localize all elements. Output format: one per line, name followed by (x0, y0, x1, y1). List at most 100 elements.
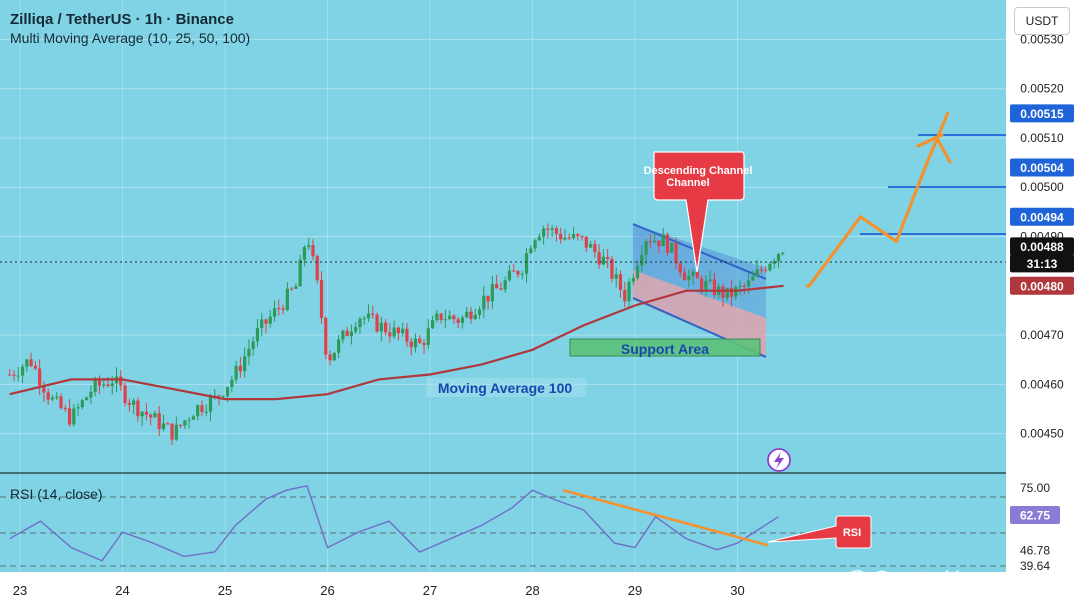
candle-body (460, 317, 465, 323)
chart-header: Zilliqa / TetherUS · 1h · Binance Multi … (10, 10, 250, 48)
candle-body (345, 330, 349, 337)
candle-body (657, 240, 661, 247)
candle-body (512, 270, 516, 272)
candle-body (8, 374, 12, 376)
price-label-text: 0.00480 (1020, 279, 1064, 293)
candle-body (337, 339, 341, 353)
candle-body (665, 234, 670, 253)
candle-body (695, 271, 699, 279)
candle-body (217, 395, 221, 397)
price-tick-label: 0.00460 (1020, 377, 1064, 391)
candle-body (375, 314, 379, 332)
descending-channel-callout (653, 151, 745, 273)
candle-body (524, 253, 529, 274)
candle-body (166, 423, 170, 425)
support-area-label: Support Area (621, 341, 709, 357)
price-label-tag (1010, 254, 1074, 273)
candle-body (362, 318, 366, 320)
candle-body (307, 245, 311, 248)
price-label-tag (1010, 158, 1074, 177)
price-label-tag (1010, 207, 1074, 226)
candle-body (93, 379, 97, 392)
candle-body (435, 313, 439, 321)
rsi-line (9, 484, 779, 562)
candle-body (42, 385, 46, 393)
candle-body (187, 419, 191, 421)
candle-body (260, 319, 264, 329)
candle-body (559, 233, 563, 240)
candle-body (349, 331, 354, 337)
candle-body (456, 319, 460, 323)
candle-body (469, 311, 473, 320)
candle-body (255, 328, 260, 342)
candle-body (550, 228, 554, 230)
price-tick-label: 0.00500 (1020, 180, 1064, 194)
candle-body (529, 248, 533, 254)
callout-label-2: Channel (666, 177, 709, 189)
candle-body (311, 245, 315, 257)
candle-body (332, 352, 336, 361)
candle-body (85, 397, 89, 401)
candle-body (89, 391, 93, 398)
candle-body (67, 408, 72, 425)
candle-body (238, 365, 242, 372)
candle-body (371, 313, 375, 315)
rsi-tick-label: 46.78 (1020, 543, 1050, 557)
price-tick-label: 0.00470 (1020, 328, 1064, 342)
candle-body (781, 252, 785, 255)
price-label-text: 0.00488 (1020, 240, 1064, 254)
time-tick-label: 24 (115, 583, 129, 598)
candle-body (366, 313, 371, 319)
candle-body (268, 316, 272, 324)
candle-body (473, 314, 477, 320)
currency-button[interactable]: USDT (1014, 7, 1070, 35)
candle-body (452, 315, 456, 320)
candle-body (533, 240, 537, 249)
price-label-tag (1010, 237, 1074, 256)
candle-body (747, 280, 751, 287)
candle-body (29, 359, 33, 366)
candle-body (161, 423, 166, 430)
price-tick-label: 0.00520 (1020, 82, 1064, 96)
candle-body (670, 242, 674, 253)
candle-body (623, 289, 627, 302)
candle-body (691, 271, 695, 277)
candle-body (149, 414, 153, 418)
candle-body (243, 356, 247, 372)
candle-body (712, 279, 717, 296)
candle-body (742, 285, 746, 287)
candle-body (631, 278, 635, 282)
candle-body (477, 309, 482, 315)
candle-body (738, 285, 742, 288)
price-label-tag (1010, 276, 1074, 295)
candle-body (648, 241, 652, 243)
candle-body (610, 258, 614, 279)
candle-body (225, 387, 230, 397)
candle-body (285, 288, 289, 310)
candle-body (682, 272, 687, 281)
candle-body (50, 397, 55, 400)
candle-body (674, 242, 678, 264)
candle-body (358, 318, 362, 328)
candle-body (20, 366, 25, 376)
price-label-text: 0.00515 (1020, 107, 1064, 121)
candle-body (661, 234, 665, 247)
time-tick-label: 30 (730, 583, 744, 598)
candle-body (319, 280, 324, 318)
candle-body (123, 385, 127, 403)
candle-body (584, 236, 588, 248)
time-axis (0, 572, 1006, 608)
projection-arrow-left (916, 133, 944, 148)
candle-body (140, 411, 144, 417)
candle-body (606, 256, 610, 259)
rsi-callout-label: RSI (843, 527, 861, 539)
rsi-tick-label: 75.00 (1020, 481, 1050, 495)
candle-body (388, 332, 392, 337)
ma100-label: Moving Average 100 (438, 380, 573, 396)
price-tick-label: 0.00450 (1020, 427, 1064, 441)
candle-body (247, 348, 251, 357)
candle-body (593, 244, 597, 253)
candle-body (635, 265, 640, 279)
candle-body (315, 256, 319, 281)
